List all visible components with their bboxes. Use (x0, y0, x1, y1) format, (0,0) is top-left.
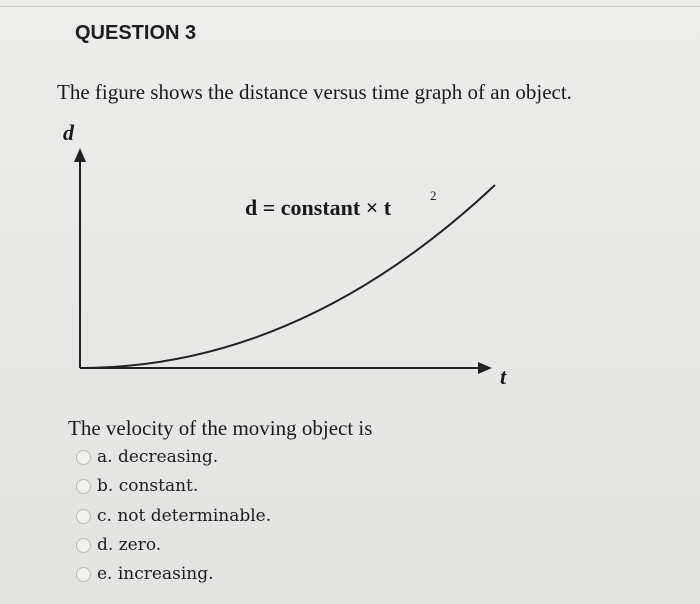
question-title: QUESTION 3 (75, 22, 197, 44)
option[interactable]: b. constant. (76, 474, 198, 498)
equation-exponent: 2 (430, 188, 437, 203)
radio-button[interactable] (76, 537, 91, 553)
y-axis-label: d (63, 120, 75, 145)
question-prompt: The figure shows the distance versus tim… (57, 80, 572, 104)
curve (79, 184, 496, 369)
option[interactable]: d. zero. (76, 533, 161, 557)
option-label[interactable]: c. not determinable. (97, 506, 272, 526)
radio-button[interactable] (76, 478, 91, 494)
option-label[interactable]: a. decreasing. (97, 447, 219, 467)
radio-button[interactable] (76, 508, 91, 524)
radio-button[interactable] (76, 449, 91, 465)
option[interactable]: e. increasing. (76, 562, 214, 586)
equation: d = constant × t (245, 195, 392, 220)
x-arrow (478, 362, 492, 374)
y-arrow (74, 148, 86, 162)
option-label[interactable]: b. constant. (97, 476, 199, 496)
option[interactable]: a. decreasing. (76, 445, 218, 469)
divider (0, 6, 700, 7)
radio-button[interactable] (76, 566, 91, 582)
figure: d t d = constant × t 2 (63, 120, 507, 389)
x-axis-label: t (500, 364, 507, 389)
option-label[interactable]: e. increasing. (97, 564, 214, 584)
question-stem: The velocity of the moving object is (68, 416, 373, 440)
option[interactable]: c. not determinable. (76, 504, 271, 528)
option-label[interactable]: d. zero. (97, 535, 162, 555)
